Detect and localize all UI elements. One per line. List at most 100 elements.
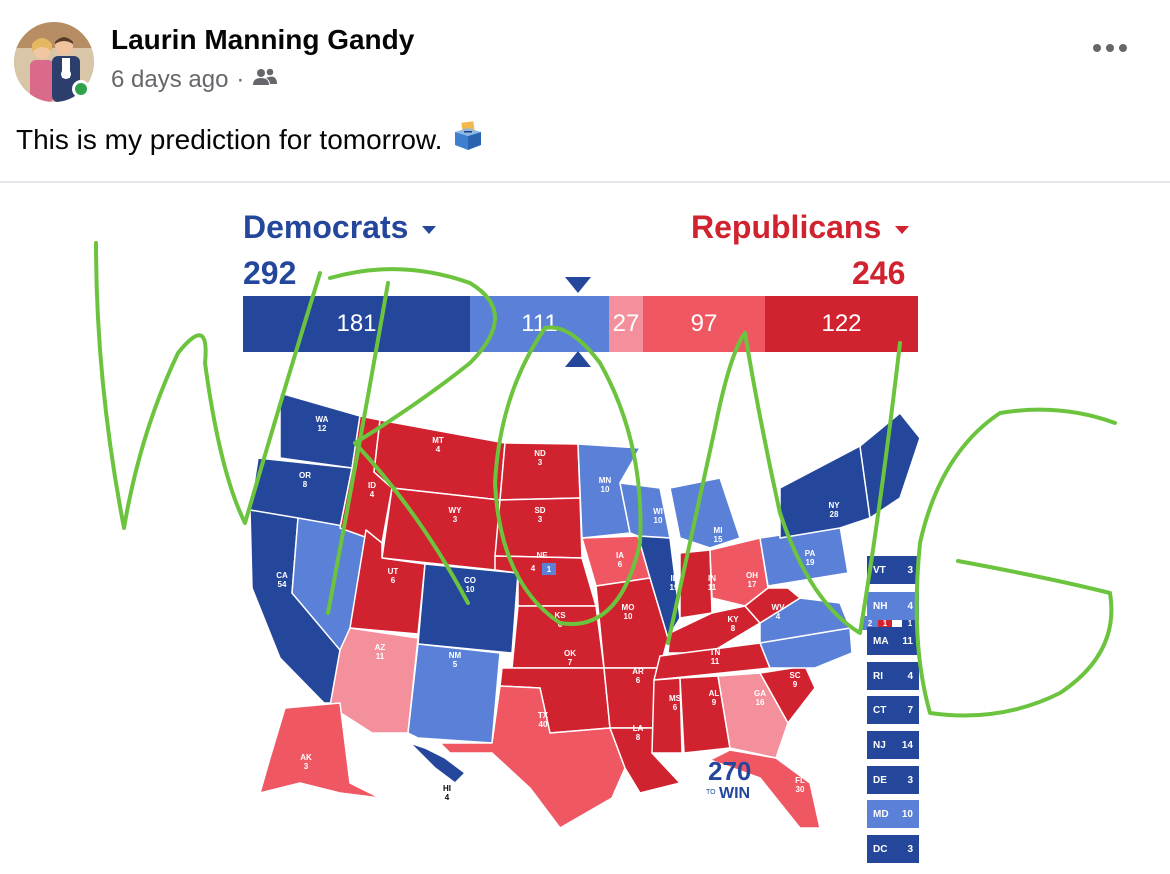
label-mt: MT [432,436,444,445]
label-wy: WY [449,506,463,515]
label-ne: NE [536,551,548,560]
state-fl [709,749,821,828]
state-tx [439,685,626,828]
label-tn: TN [710,648,721,657]
ev-ca: 54 [278,580,287,589]
post-text-content: This is my prediction for tomorrow. [16,123,443,155]
post-time[interactable]: 6 days ago [111,66,229,93]
author-name[interactable]: Laurin Manning Gandy [111,24,415,55]
ev-al: 9 [712,698,717,707]
map-image[interactable]: Democrats Republicans 292 246 181 111 27… [0,183,1170,874]
more-options-icon[interactable] [1093,44,1127,52]
label-ks: KS [554,611,566,620]
ev-ms: 6 [673,703,678,712]
republicans-label: Republicans [691,209,910,246]
small-state-de: DE 3 [867,766,919,794]
label-mi: MI [714,526,723,535]
label-ar: AR [632,667,644,676]
label-in: IN [708,574,716,583]
ev-oh: 17 [748,580,757,589]
post-meta: 6 days ago · [111,66,278,94]
label-id: ID [368,481,376,490]
state-co [417,563,519,654]
democrats-total: 292 [243,255,297,291]
label-il: IL [670,574,677,583]
logo-win: WIN [719,785,750,802]
ev-ak: 3 [304,762,309,771]
label-la: LA [633,724,644,733]
label-sc: SC [789,671,800,680]
label-ca: CA [276,571,288,580]
ev-ut: 6 [391,576,396,585]
label-mn: MN [599,476,612,485]
ev-pa: 19 [806,558,815,567]
post-header: Laurin Manning Gandy 6 days ago · This i… [0,0,1170,180]
ev-mi: 15 [714,535,723,544]
ev-ia: 6 [618,560,623,569]
post-text: This is my prediction for tomorrow. [16,120,484,159]
ev-wi: 10 [654,516,663,525]
ballot-box-icon [452,120,484,159]
ev-sc: 9 [793,680,798,689]
ev-in: 11 [708,583,717,592]
label-nm: NM [449,651,462,660]
label-ok: OK [564,649,576,658]
label-hi: HI [443,784,451,793]
label-wa: WA [316,415,329,424]
state-ak [259,702,381,799]
ev-ky: 8 [731,624,736,633]
label-co: CO [464,576,476,585]
label-pa: PA [805,549,816,558]
ev-sd: 3 [538,515,543,524]
small-state-ri: RI 4 [867,662,919,690]
ev-ny: 28 [830,510,839,519]
ev-ar: 6 [636,676,641,685]
label-ia: IA [616,551,624,560]
post-divider [0,181,1170,183]
bar-segment-tilt-rep: 27 [609,296,643,352]
state-mi [669,477,741,549]
logo-270: 270 [708,756,751,786]
label-ky: KY [727,615,739,624]
logo-to: TO [706,789,716,796]
ev-fl: 30 [796,785,805,794]
ev-ga: 16 [756,698,765,707]
label-ut: UT [388,567,399,576]
label-ga: GA [754,689,766,698]
bar-segment-safe-dem: 181 [243,296,470,352]
handwritten-wrong-overlay [94,241,1117,718]
ev-tx: 40 [539,720,548,729]
state-wv [744,587,801,624]
ev-az: 11 [376,652,385,661]
state-il [637,535,681,639]
state-ny [779,445,871,539]
small-state-ct: CT 7 [867,696,919,724]
me-district-1: 2 [868,619,873,628]
label-al: AL [709,689,720,698]
me-district-2: 1 [883,619,888,628]
republicans-total: 246 [852,255,906,291]
label-nd: ND [534,449,546,458]
me-district-3: 1 [908,619,913,628]
state-ga [717,672,789,759]
label-sd: SD [534,506,545,515]
bar-segment-safe-rep: 122 [765,296,918,352]
label-ak: AK [300,753,312,762]
label-ms: MS [669,694,682,703]
ev-wy: 3 [453,515,458,524]
electoral-vote-bar: 181 111 27 97 122 [243,296,918,352]
ev-or: 8 [303,480,308,489]
state-hi [409,742,466,784]
label-oh: OH [746,571,758,580]
ev-ok: 7 [568,658,573,667]
friends-icon[interactable] [252,66,278,94]
label-or: OR [299,471,311,480]
ev-mo: 10 [624,612,633,621]
ev-la: 8 [636,733,641,742]
label-az: AZ [375,643,386,652]
ev-id: 4 [370,490,375,499]
democrats-label: Democrats [243,209,437,246]
small-state-nj: NJ 14 [867,731,919,759]
label-fl: FL [795,776,805,785]
